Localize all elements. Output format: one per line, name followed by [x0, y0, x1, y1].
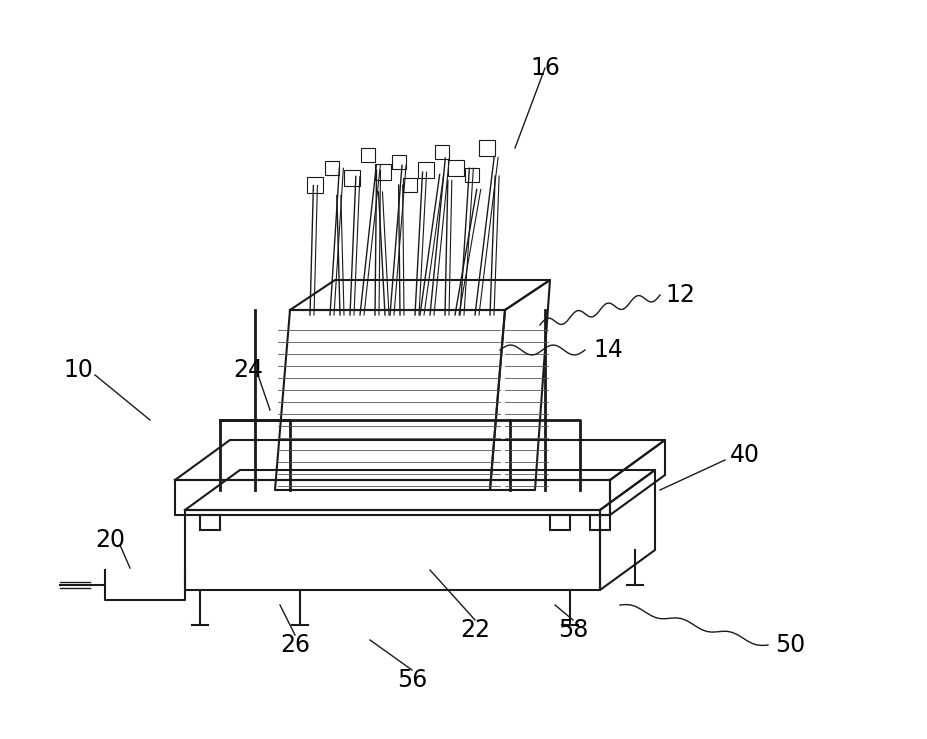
Text: 14: 14	[593, 338, 623, 362]
Text: 56: 56	[397, 668, 427, 692]
Text: 26: 26	[280, 633, 310, 657]
Text: 10: 10	[63, 358, 93, 382]
Text: 24: 24	[233, 358, 263, 382]
Text: 22: 22	[460, 618, 490, 642]
Text: 40: 40	[730, 443, 760, 467]
Text: 50: 50	[775, 633, 806, 657]
Text: 58: 58	[558, 618, 589, 642]
Text: 12: 12	[665, 283, 695, 307]
Text: 20: 20	[95, 528, 125, 552]
Text: 16: 16	[530, 56, 560, 80]
